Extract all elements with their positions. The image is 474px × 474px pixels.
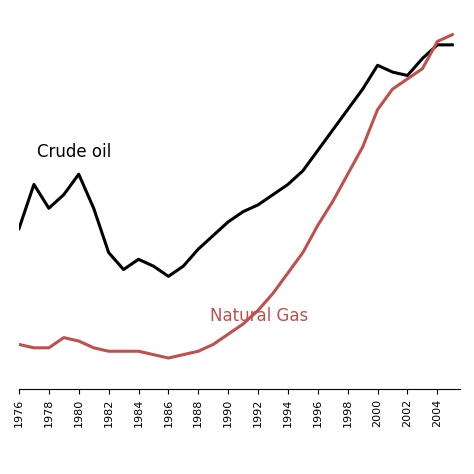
Text: Natural Gas: Natural Gas: [210, 307, 309, 325]
Text: Crude oil: Crude oil: [37, 143, 111, 161]
